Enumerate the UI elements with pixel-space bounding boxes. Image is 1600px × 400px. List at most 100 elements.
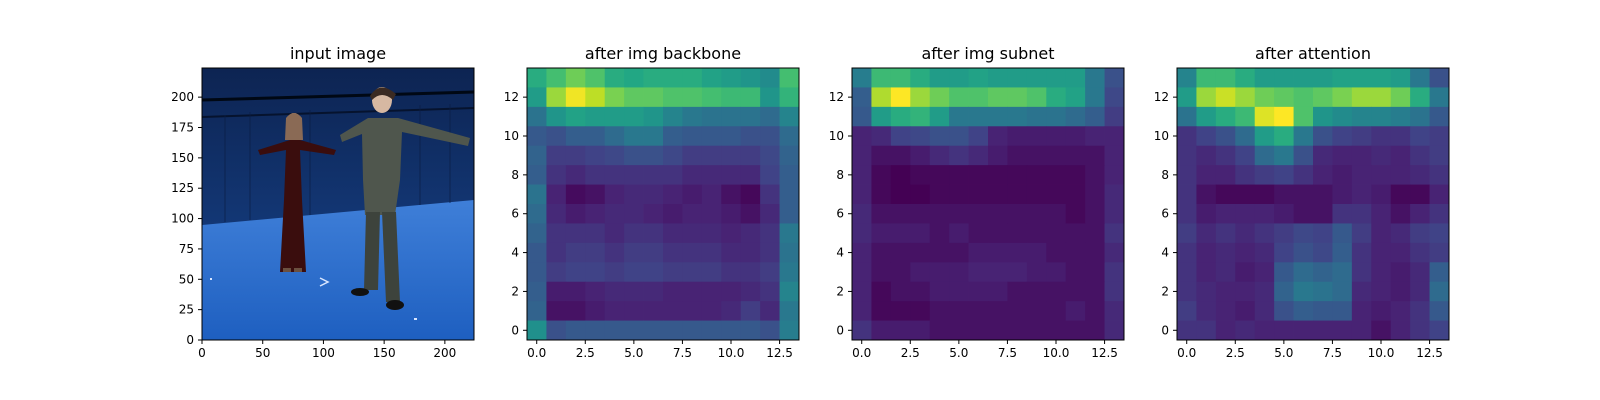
heatmap-cell [546, 320, 567, 341]
heatmap-cell [527, 126, 547, 147]
heatmap-cell [682, 145, 703, 166]
heatmap-cell [565, 320, 586, 341]
heatmap-cell [1313, 262, 1333, 283]
heatmap-cell [701, 281, 722, 302]
heatmap-cell [1351, 223, 1372, 244]
y-tick-label: 12 [504, 90, 519, 104]
x-axis: 0 50 100 150 200 [198, 340, 456, 360]
heatmap-cell [740, 184, 761, 205]
heatmap-cell [1085, 204, 1105, 224]
y-tick-label: 12 [1154, 90, 1169, 104]
heatmap-cell [1293, 68, 1314, 88]
heatmap-cell [988, 301, 1008, 321]
heatmap-cell [527, 242, 547, 263]
heatmap-cell [1371, 262, 1392, 283]
heatmap-cell [1026, 223, 1047, 244]
heatmap-cell [643, 184, 664, 205]
heatmap-cell [682, 87, 703, 108]
heatmap-cell [779, 320, 800, 341]
heatmap-cell [1215, 262, 1236, 283]
heatmap-cell [1332, 281, 1353, 302]
heatmap-cell [779, 145, 800, 166]
heatmap-cell [929, 165, 950, 185]
heatmap-cell [585, 301, 606, 321]
heatmap-cell [624, 262, 644, 283]
heatmap-cell [721, 145, 742, 166]
heatmap-cell [1177, 126, 1197, 147]
heatmap-cell [1196, 126, 1217, 147]
heatmap-cell [721, 320, 742, 341]
x-tick-label: 2.5 [901, 346, 920, 360]
heatmap-cell [968, 281, 989, 302]
heatmap-cell [1196, 242, 1217, 263]
y-tick-label: 75 [179, 242, 194, 256]
heatmap-cell [740, 223, 761, 244]
heatmap-cell [682, 223, 703, 244]
heatmap-cell [910, 106, 931, 127]
heatmap-cell [1104, 87, 1125, 108]
heatmap-cell [1274, 262, 1294, 283]
heatmap-cell [1390, 242, 1411, 263]
heatmap-cell [663, 87, 683, 108]
heatmap-cell [1085, 320, 1105, 341]
heatmap-cell [949, 301, 969, 321]
heatmap-cell [968, 204, 989, 224]
heatmap-cell [929, 320, 950, 341]
heatmap-cell [1293, 262, 1314, 283]
heatmap-cell [929, 242, 950, 263]
heatmap-cell [1085, 301, 1105, 321]
heatmap-cell [604, 320, 625, 341]
heatmap-cell [890, 223, 911, 244]
heatmap-cell [760, 165, 780, 185]
heatmap-cell [1065, 165, 1086, 185]
heatmap-cell [890, 301, 911, 321]
heatmap-cell [1274, 281, 1294, 302]
photo-person-woman [258, 113, 336, 272]
heatmap-cell [1293, 301, 1314, 321]
heatmap-cell [1429, 184, 1450, 205]
heatmap-cell [1007, 68, 1028, 88]
heatmap-cell [1390, 106, 1411, 127]
heatmap-cell [1410, 204, 1430, 224]
heatmap-cell [643, 204, 664, 224]
heatmap-cell [1196, 262, 1217, 283]
heatmap-cell [949, 204, 969, 224]
heatmap-cell [740, 87, 761, 108]
heatmap-cell [910, 262, 931, 283]
heatmap-cell [1254, 223, 1275, 244]
heatmap-cell [701, 165, 722, 185]
heatmap-cell [871, 126, 892, 147]
heatmap-cell [988, 165, 1008, 185]
heatmap-cell [740, 320, 761, 341]
heatmap-cell [968, 184, 989, 205]
heatmap-cell [1254, 301, 1275, 321]
heatmap-cell [721, 301, 742, 321]
heatmap-cell [890, 204, 911, 224]
heatmap-cell [760, 106, 780, 127]
heatmap-cell [643, 262, 664, 283]
heatmap-cell [1410, 184, 1430, 205]
heatmap-cell [1046, 204, 1067, 224]
heatmap-cell [1196, 87, 1217, 108]
heatmap-cell [1235, 204, 1256, 224]
heatmap-cell [1007, 145, 1028, 166]
y-tick-label: 0 [186, 333, 194, 347]
heatmap-cell [1390, 126, 1411, 147]
y-tick-label: 2 [1161, 284, 1169, 298]
heatmap-cell [721, 281, 742, 302]
heatmap-cell [852, 184, 872, 205]
heatmap-cell [1429, 165, 1450, 185]
heatmap-cell [527, 106, 547, 127]
heatmap-cell [1215, 242, 1236, 263]
heatmap-cell [1104, 301, 1125, 321]
heatmap-cell [1046, 106, 1067, 127]
heatmap-cell [585, 223, 606, 244]
heatmap-cell [779, 184, 800, 205]
heatmap-cell [779, 281, 800, 302]
heatmap-cell [565, 145, 586, 166]
heatmap-cell [663, 301, 683, 321]
heatmap-cell [546, 87, 567, 108]
heatmap-cell [701, 204, 722, 224]
heatmap-cell [585, 145, 606, 166]
heatmap-cell [604, 204, 625, 224]
